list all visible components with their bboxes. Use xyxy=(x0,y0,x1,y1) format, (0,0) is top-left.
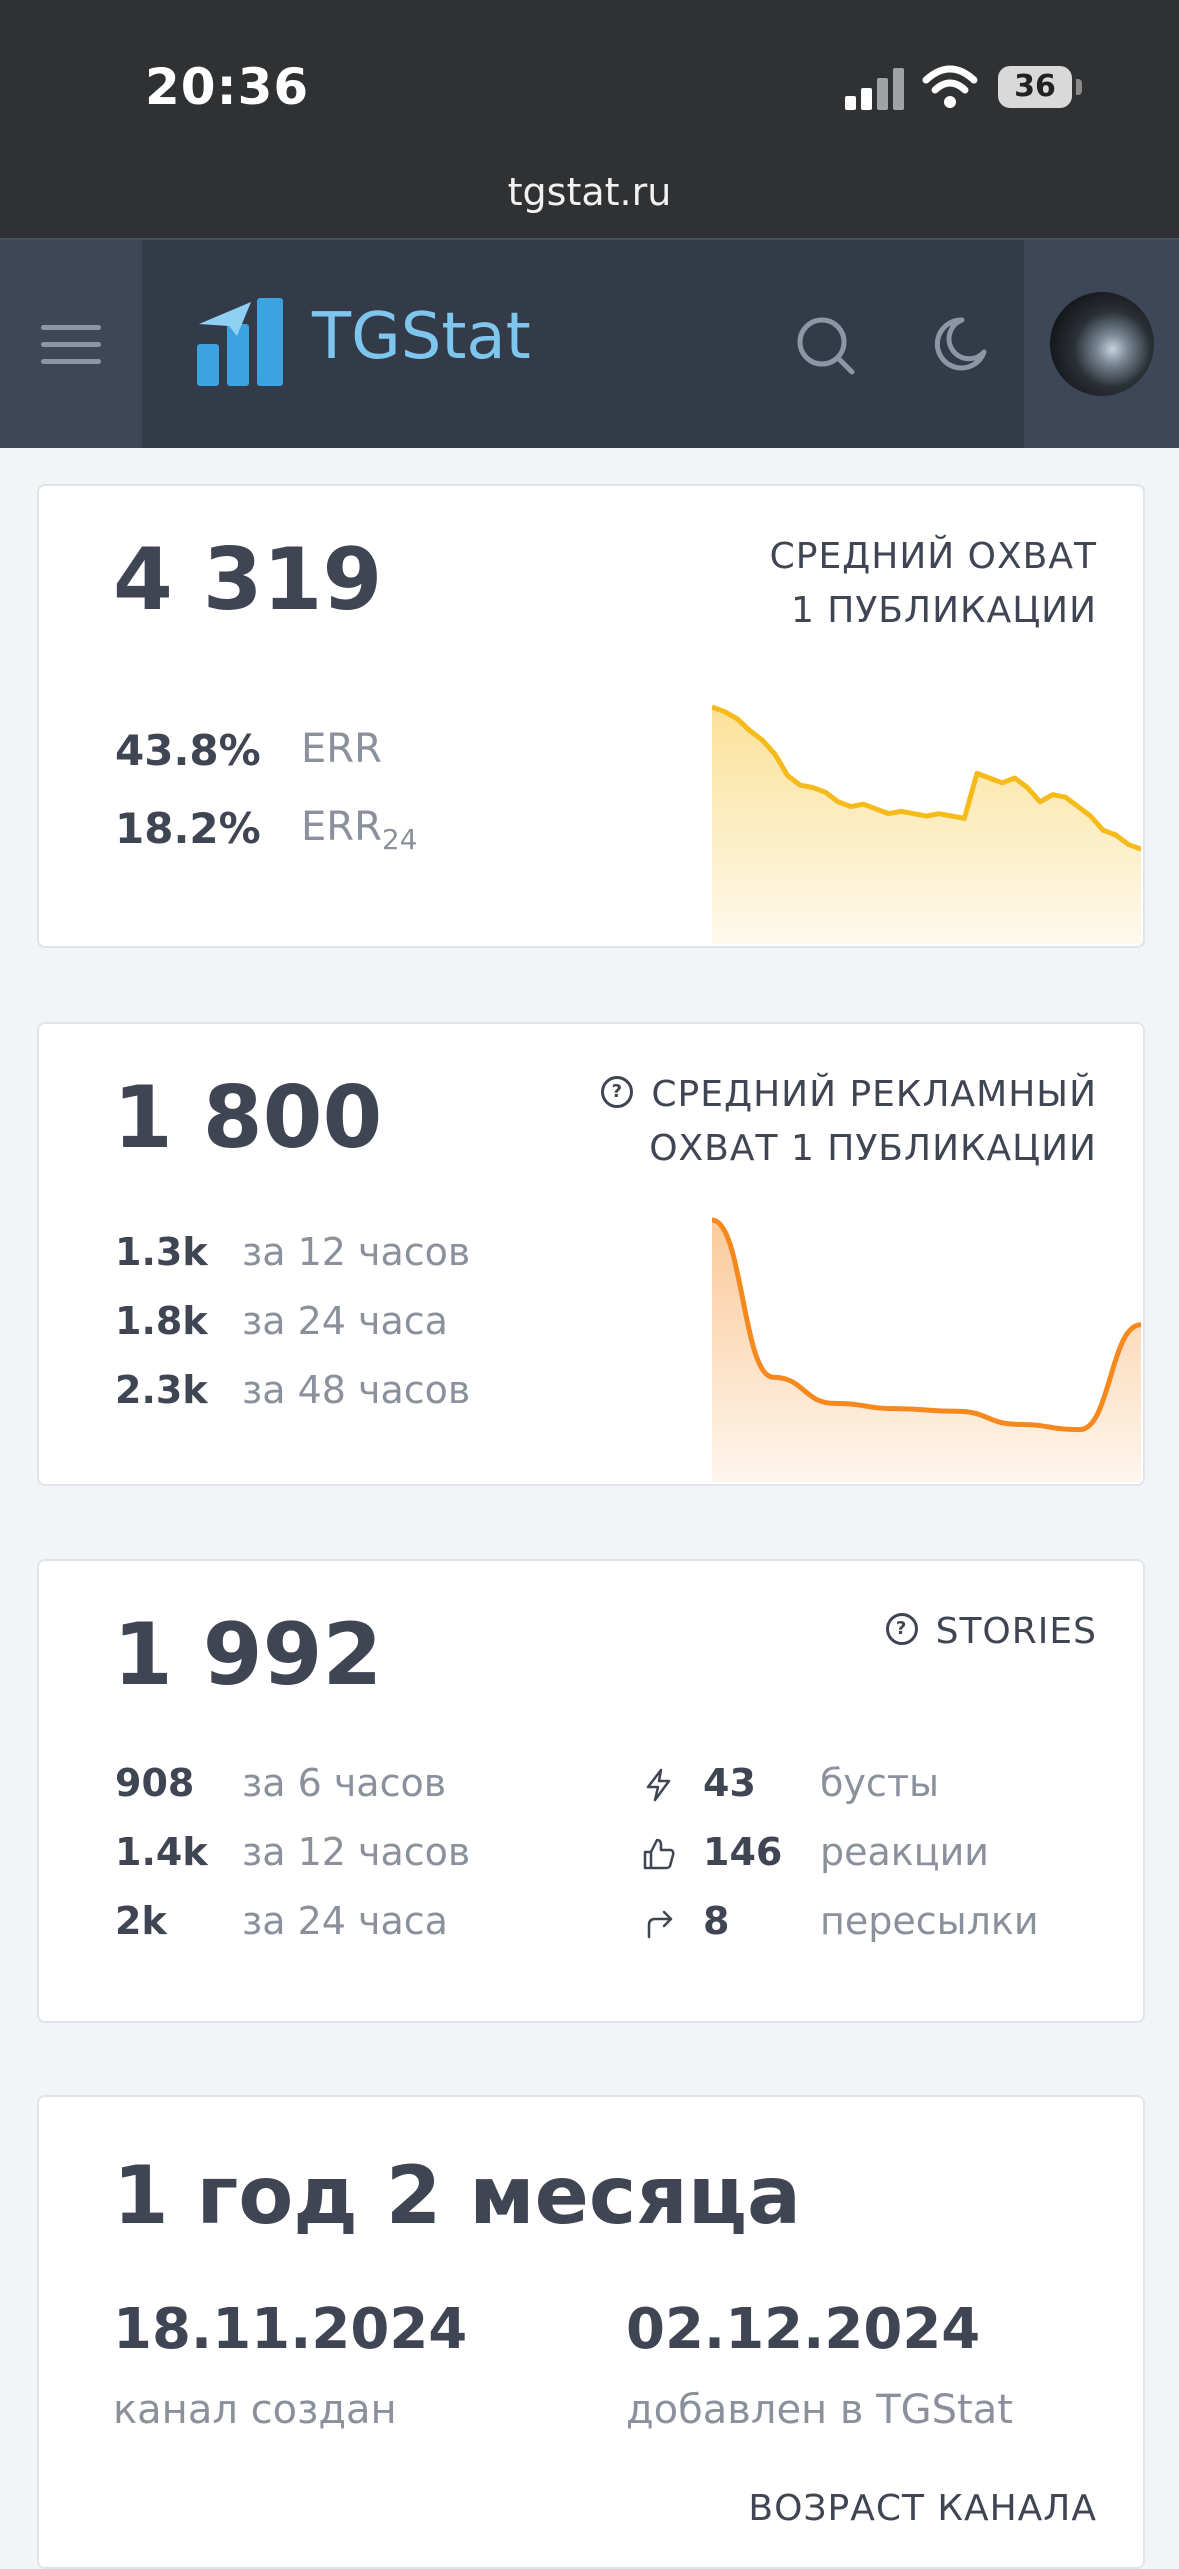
err24-value: 18.2% xyxy=(115,804,261,853)
channel-created-date: 18.11.2024 xyxy=(113,2297,468,2362)
ad-reach-period-value: 1.3k xyxy=(115,1230,208,1274)
ad-reach-period-label: за 24 часа xyxy=(242,1299,448,1343)
average-ad-reach-sparkline xyxy=(712,1217,1141,1482)
err24-label: ERR24 xyxy=(301,804,418,856)
help-icon[interactable]: ? xyxy=(601,1076,634,1108)
stories-stat-value: 8 xyxy=(703,1899,730,1943)
average-ad-reach-value: 1 800 xyxy=(113,1068,383,1168)
stories-period-label: за 6 часов xyxy=(242,1761,447,1805)
channel-created-label: канал создан xyxy=(113,2387,397,2433)
average-ad-reach-sparkline-area xyxy=(712,1220,1141,1482)
stories-period-value: 1.4k xyxy=(115,1830,208,1874)
battery-indicator: 36 xyxy=(998,66,1072,108)
stories-stat-label: пересылки xyxy=(820,1899,1039,1943)
stories-caption: ? STORIES xyxy=(885,1605,1097,1659)
cellular-signal-icon xyxy=(845,68,905,110)
stories-period-label: за 24 часа xyxy=(242,1899,448,1943)
err-value: 43.8% xyxy=(115,726,261,775)
average-reach-sparkline xyxy=(712,704,1141,944)
battery-tip xyxy=(1076,79,1082,95)
average-reach-sparkline-area xyxy=(712,707,1141,944)
ad-reach-period-value: 1.8k xyxy=(115,1299,208,1343)
hamburger-menu-button[interactable] xyxy=(0,240,142,448)
brand-name[interactable]: TGStat xyxy=(312,300,531,374)
stories-card: 1 992 ? STORIES 908 за 6 часов 1.4k за 12 ча… xyxy=(37,1559,1145,2023)
average-ad-reach-caption: ? СРЕДНИЙ РЕКЛАМНЫЙ ОХВАТ 1 ПУБЛИКАЦИИ xyxy=(601,1068,1097,1176)
tgstat-logo-icon[interactable] xyxy=(193,294,289,390)
ad-reach-period-label: за 48 часов xyxy=(242,1368,471,1412)
stories-stat-label: бусты xyxy=(820,1761,939,1805)
moon-icon[interactable] xyxy=(926,312,990,376)
average-ad-reach-card: 1 800 ? СРЕДНИЙ РЕКЛАМНЫЙ ОХВАТ 1 ПУБЛИКА… xyxy=(37,1022,1145,1486)
average-ad-reach-sparkline-line xyxy=(712,1217,1141,1433)
average-reach-sparkline-line xyxy=(712,704,1141,852)
status-bar: 20:36 36 tgstat.ru xyxy=(0,0,1179,238)
ad-reach-period-value: 2.3k xyxy=(115,1368,208,1412)
browser-url[interactable]: tgstat.ru xyxy=(507,170,672,214)
status-time: 20:36 xyxy=(145,58,310,116)
help-icon[interactable]: ? xyxy=(885,1613,918,1645)
average-reach-value: 4 319 xyxy=(113,530,383,630)
stories-stat-value: 43 xyxy=(703,1761,756,1805)
err-label: ERR xyxy=(301,726,382,772)
user-avatar-button[interactable] xyxy=(1024,240,1179,448)
share-arrow-icon xyxy=(647,1910,673,1939)
stories-period-label: за 12 часов xyxy=(242,1830,471,1874)
channel-added-label: добавлен в TGStat xyxy=(626,2387,1013,2433)
channel-age-card: 1 год 2 месяца 18.11.2024 канал создан 0… xyxy=(37,2095,1145,2569)
channel-age-value: 1 год 2 месяца xyxy=(113,2149,801,2242)
thumbs-up-icon xyxy=(643,1838,675,1870)
stories-stat-label: реакции xyxy=(820,1830,989,1874)
lightning-icon xyxy=(646,1768,671,1802)
stories-stat-value: 146 xyxy=(703,1830,783,1874)
stories-value: 1 992 xyxy=(113,1605,383,1705)
ad-reach-period-label: за 12 часов xyxy=(242,1230,471,1274)
average-reach-caption: СРЕДНИЙ ОХВАТ 1 ПУБЛИКАЦИИ xyxy=(769,536,1097,631)
channel-added-date: 02.12.2024 xyxy=(626,2297,981,2362)
wifi-icon xyxy=(922,65,978,108)
avatar[interactable] xyxy=(1050,292,1154,396)
search-icon[interactable] xyxy=(794,314,858,378)
stories-period-value: 908 xyxy=(115,1761,195,1805)
average-reach-card: 4 319 СРЕДНИЙ ОХВАТ 1 ПУБЛИКАЦИИ 43.8% E… xyxy=(37,484,1145,948)
channel-age-caption: ВОЗРАСТ КАНАЛА xyxy=(748,2488,1097,2529)
stories-period-value: 2k xyxy=(115,1899,167,1943)
site-navbar: TGStat xyxy=(0,238,1179,448)
